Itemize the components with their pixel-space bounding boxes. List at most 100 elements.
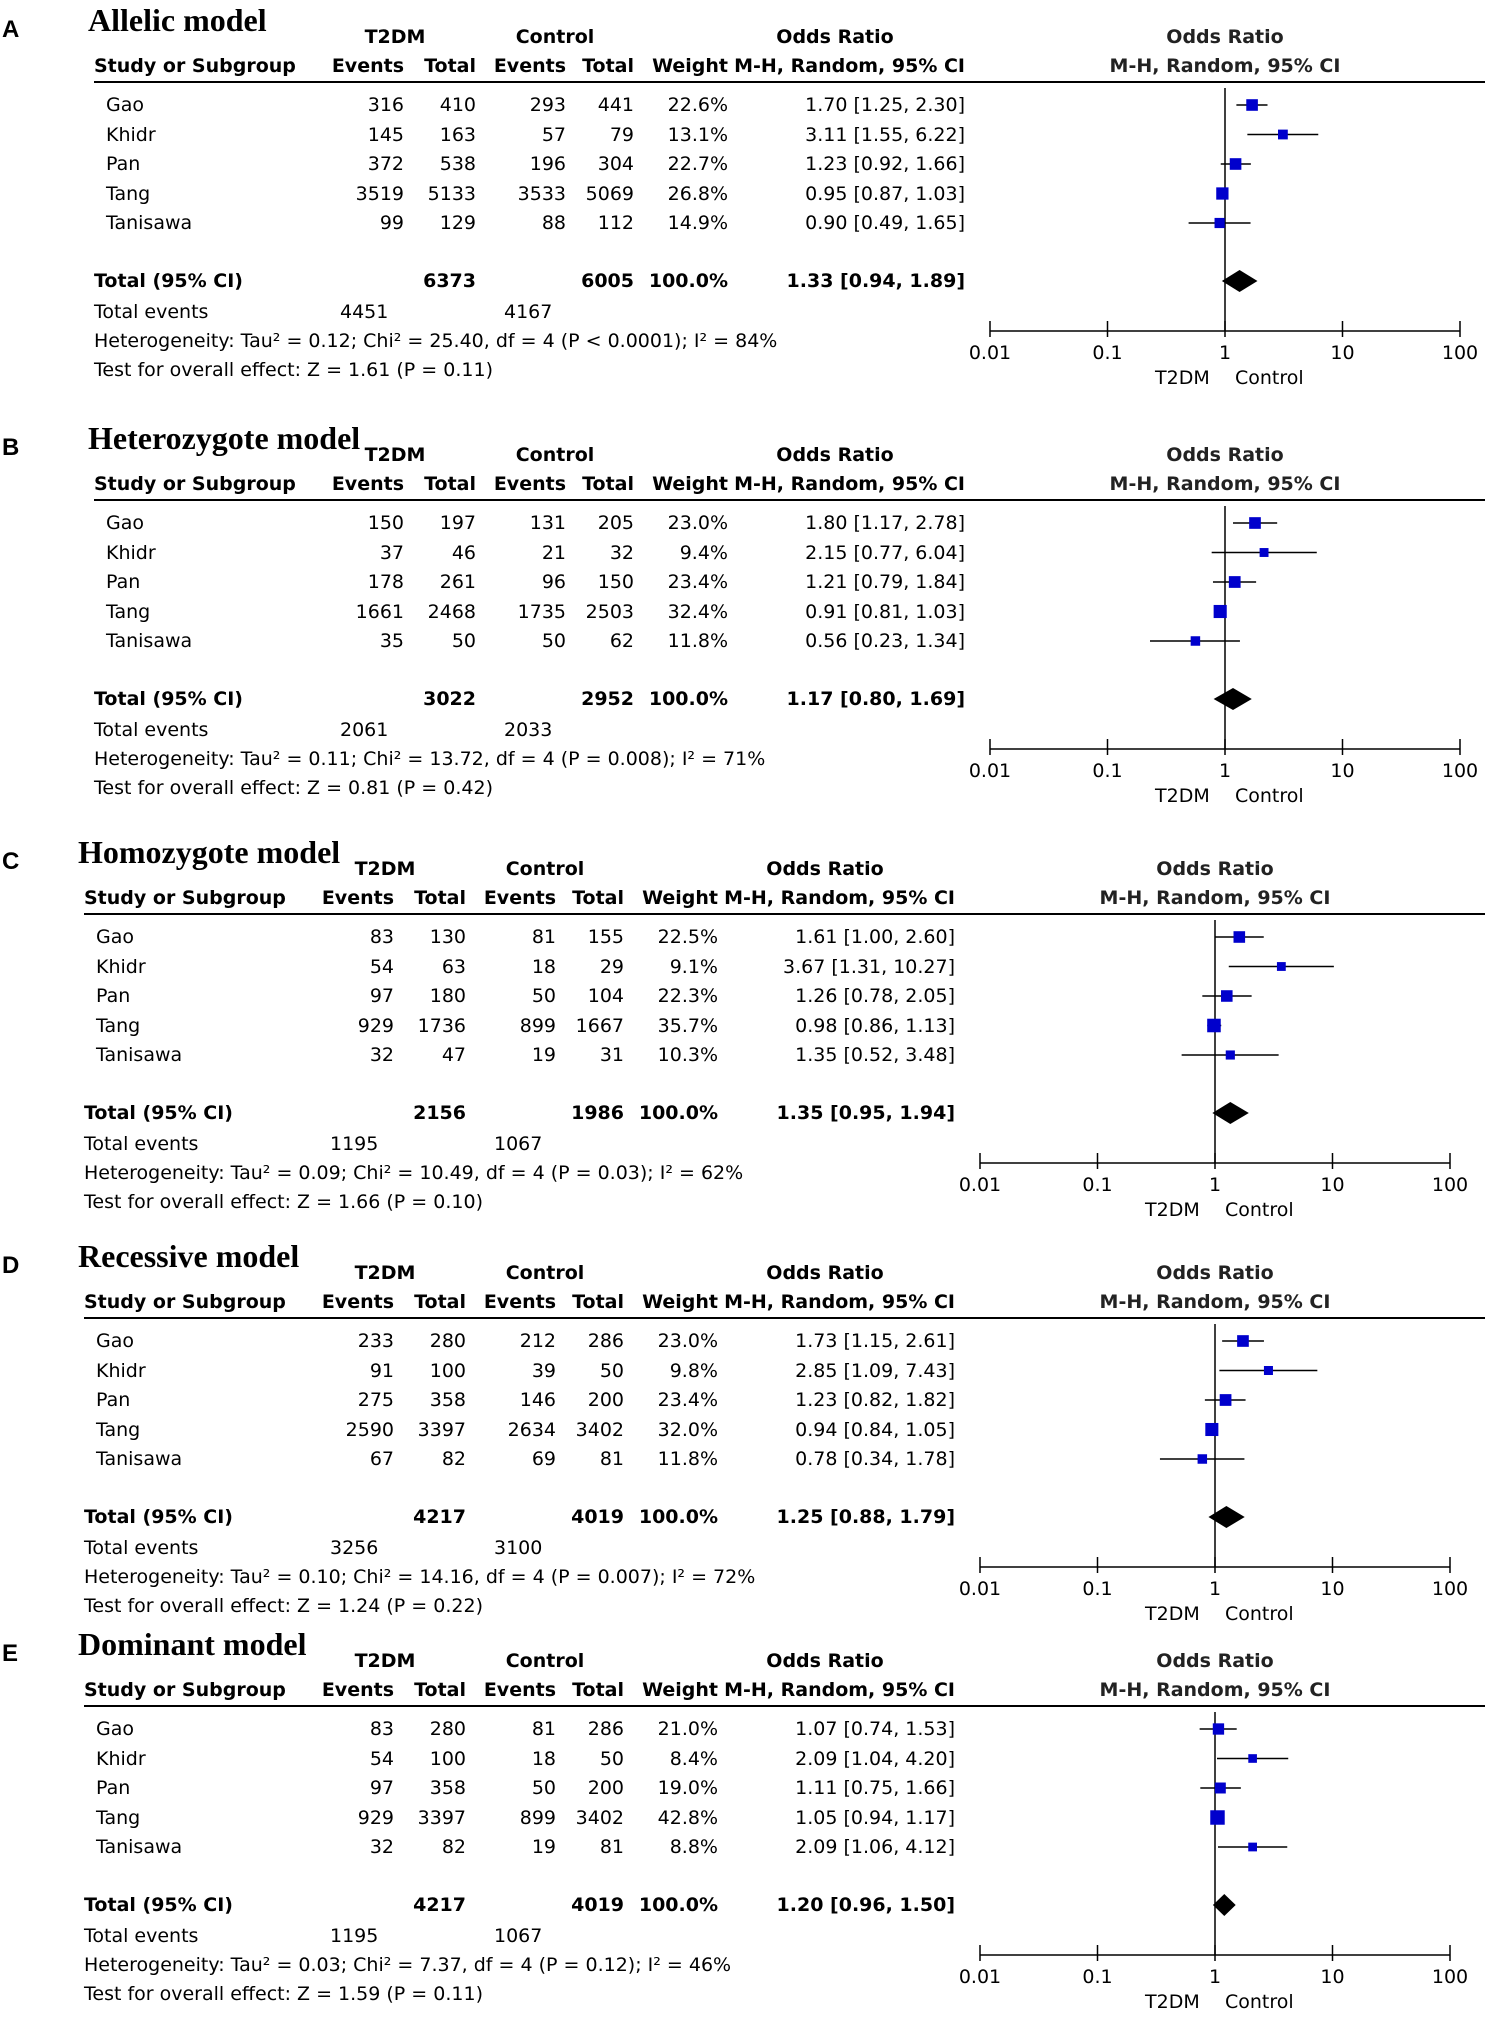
weight-value: 8.4% [669,1747,718,1770]
events1-value: 32 [369,1836,394,1858]
events2-header: Events [493,55,566,77]
panel-letter: E [2,1640,19,1667]
forest-panel-b: B Heterozygote model T2DM Control Odds Ratio… [0,420,1485,836]
plot-header-rule [950,913,1485,915]
total-events2: 2033 [504,719,553,741]
total1-value: 130 [429,926,466,948]
x-tick-label: 0.1 [1082,1966,1112,1988]
ci-value: 1.26 [0.78, 2.05] [795,985,955,1007]
forest-plot-area: Odds Ratio M-H, Random, 95% CI 0.01 0.1 1 10 1… [960,426,1485,836]
group2-header: Control [515,444,595,466]
panel-letter: B [2,434,20,461]
ci-value: 1.23 [0.92, 1.66] [805,153,965,175]
weight-value: 22.3% [657,985,718,1007]
total1-value: 358 [429,1777,466,1799]
total1-value: 280 [429,1330,466,1352]
events1-value: 1661 [355,600,404,623]
total-weight: 100.0% [638,1894,718,1916]
events1-value: 233 [357,1330,394,1352]
ci-value: 2.15 [0.77, 6.04] [805,541,965,564]
x-tick-label: 10 [1330,342,1354,364]
study-square [1233,931,1246,943]
study-square [1207,1018,1221,1033]
forest-svg: 0.01 0.1 1 10 100 [959,1324,1468,1600]
plot-title: Odds Ratio [1166,444,1284,466]
plot-header-rule [950,1317,1485,1319]
heterogeneity-text: Heterogeneity: Tau² = 0.09; Chi² = 10.49… [84,1162,744,1184]
odds-ratio-header: Odds Ratio [766,1262,884,1284]
group2-header: Control [505,1262,585,1284]
weight-value: 14.9% [667,212,728,234]
events2-value: 81 [531,926,556,948]
study-name: Tang [106,600,151,623]
total1-value: 180 [429,985,466,1007]
total-ci: 1.33 [0.94, 1.89] [786,270,965,292]
total2-value: 150 [597,571,634,593]
study-name: Khidr [96,1747,146,1770]
total1-sum: 3022 [423,688,476,710]
study-square [1213,604,1227,619]
weight-value: 11.8% [657,1448,718,1470]
study-name: Tanisawa [106,212,193,234]
total-events1: 1195 [330,1133,379,1155]
total1-value: 82 [441,1448,466,1470]
events1-value: 150 [367,512,404,534]
study-square [1214,1782,1226,1794]
ci-value: 2.85 [1.09, 7.43] [795,1359,955,1382]
panel-letter: A [2,16,20,43]
plot-header-rule [960,499,1485,501]
x-tick-label: 0.1 [1092,760,1122,782]
weight-header: Weight [642,1291,718,1313]
total-events2: 1067 [494,1133,543,1155]
forest-svg: 0.01 0.1 1 10 100 [959,1712,1468,1988]
study-square [1210,1810,1225,1825]
x-tick-label: 0.1 [1082,1578,1112,1600]
total2-value: 441 [597,94,634,116]
events2-value: 50 [531,985,556,1007]
total1-value: 50 [451,630,476,652]
odds-ratio-header: Odds Ratio [766,858,884,880]
ci-value: 0.56 [0.23, 1.34] [805,630,965,652]
total1-sum: 4217 [413,1506,466,1528]
study-square [1216,187,1229,200]
total-ci: 1.17 [0.80, 1.69] [786,688,965,710]
weight-value: 9.8% [669,1359,718,1382]
weight-value: 21.0% [657,1718,718,1740]
total-events-label: Total events [84,1537,199,1559]
events2-header: Events [483,1291,556,1313]
ci-value: 0.78 [0.34, 1.78] [795,1448,955,1470]
total2-value: 62 [609,630,634,652]
summary-diamond [1212,1894,1236,1916]
total-ci: 1.20 [0.96, 1.50] [776,1894,955,1916]
weight-header: Weight [652,55,728,77]
total2-value: 3402 [575,1806,624,1829]
events1-value: 178 [367,571,404,593]
group1-header: T2DM [354,1262,416,1284]
weight-value: 13.1% [667,123,728,146]
favours-group2-label: Control [1235,367,1304,389]
study-square [1263,1365,1273,1376]
x-tick-label: 0.1 [1092,342,1122,364]
total-events-label: Total events [94,301,209,323]
ci-value: 1.11 [0.75, 1.66] [795,1777,955,1799]
forest-plot-area: Odds Ratio M-H, Random, 95% CI 0.01 0.1 1 10 1… [950,840,1485,1250]
weight-value: 32.4% [667,600,728,623]
ci-value: 1.07 [0.74, 1.53] [795,1718,955,1740]
total1-value: 46 [451,541,476,564]
heterogeneity-text: Heterogeneity: Tau² = 0.11; Chi² = 13.72… [94,748,766,770]
events2-value: 19 [531,1836,556,1858]
total1-value: 100 [429,1747,466,1770]
weight-value: 11.8% [667,630,728,652]
total2-sum: 4019 [571,1894,624,1916]
study-square [1197,1454,1208,1464]
study-name: Pan [96,1777,131,1799]
favours-group2-label: Control [1225,1991,1294,2013]
events2-value: 293 [529,94,566,116]
ci-value: 1.23 [0.82, 1.82] [795,1389,955,1411]
total2-value: 5069 [585,182,634,205]
weight-value: 32.0% [657,1418,718,1441]
weight-value: 22.7% [667,153,728,175]
study-name: Tanisawa [96,1836,183,1858]
weight-value: 8.8% [669,1836,718,1858]
events1-value: 275 [357,1389,394,1411]
